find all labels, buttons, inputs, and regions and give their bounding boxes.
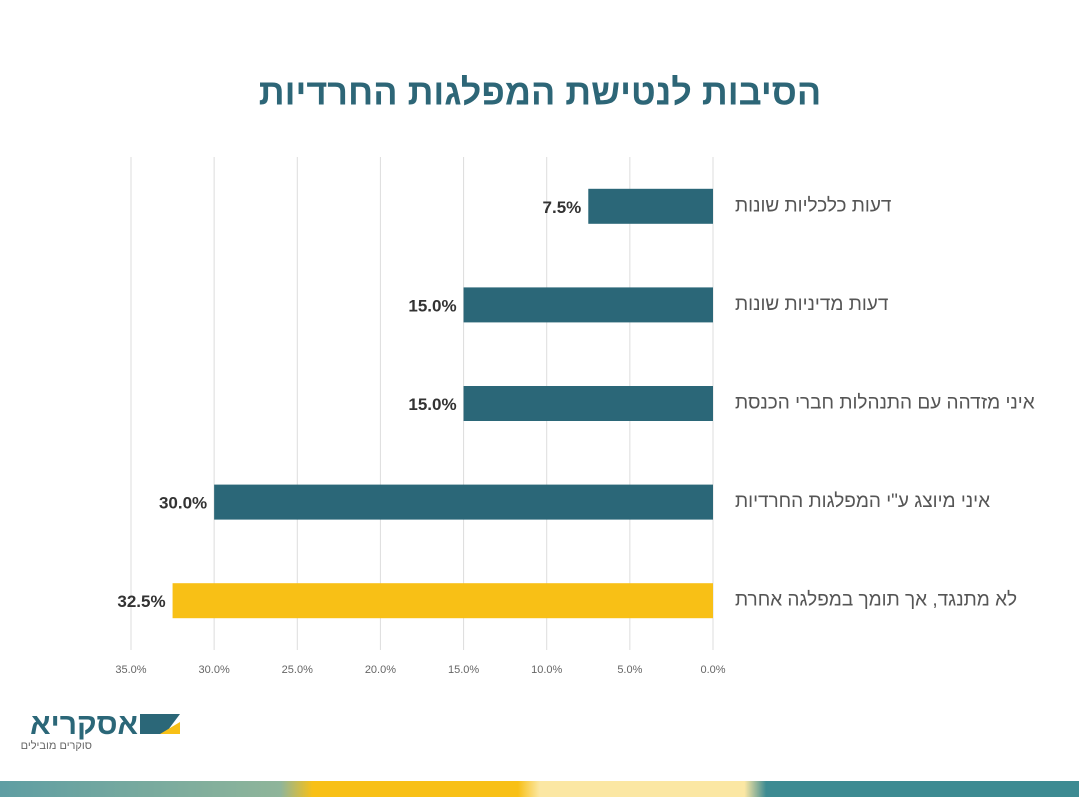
logo-name: אסקריא <box>30 708 138 741</box>
category-label: איני מזדהה עם התנהלות חברי הכנסת <box>735 393 1035 414</box>
x-tick-label: 0.0% <box>700 664 725 676</box>
logo-mark <box>140 714 180 734</box>
category-label: דעות מדיניות שונות <box>735 294 889 315</box>
value-label: 32.5% <box>117 592 165 611</box>
logo-tagline: סוקרים מובילים <box>21 739 92 752</box>
value-label: 15.0% <box>408 296 456 315</box>
x-tick-label: 5.0% <box>617 664 642 676</box>
bottom-stripe <box>0 781 1079 797</box>
value-label: 7.5% <box>543 198 582 217</box>
x-tick-label: 25.0% <box>282 664 313 676</box>
x-tick-label: 35.0% <box>115 664 146 676</box>
value-label: 30.0% <box>159 494 207 513</box>
logo-mark-accent <box>160 722 180 734</box>
x-tick-label: 30.0% <box>199 664 230 676</box>
chart-title: הסיבות לנטישת המפלגות החרדיות <box>259 72 821 113</box>
logo: אסקריא סוקרים מובילים <box>21 708 180 752</box>
bar <box>172 583 714 619</box>
bar <box>214 484 713 520</box>
x-tick-label: 20.0% <box>365 664 396 676</box>
bar <box>463 287 713 323</box>
value-label: 15.0% <box>408 395 456 414</box>
x-tick-label: 10.0% <box>531 664 562 676</box>
x-tick-label: 15.0% <box>448 664 479 676</box>
category-label: איני מיוצג ע"י המפלגות החרדיות <box>735 491 990 512</box>
category-label: לא מתנגד, אך תומך במפלגה אחרת <box>735 590 1017 611</box>
bar <box>588 188 713 224</box>
category-label: דעות כלכליות שונות <box>735 195 892 216</box>
bar <box>463 386 713 421</box>
